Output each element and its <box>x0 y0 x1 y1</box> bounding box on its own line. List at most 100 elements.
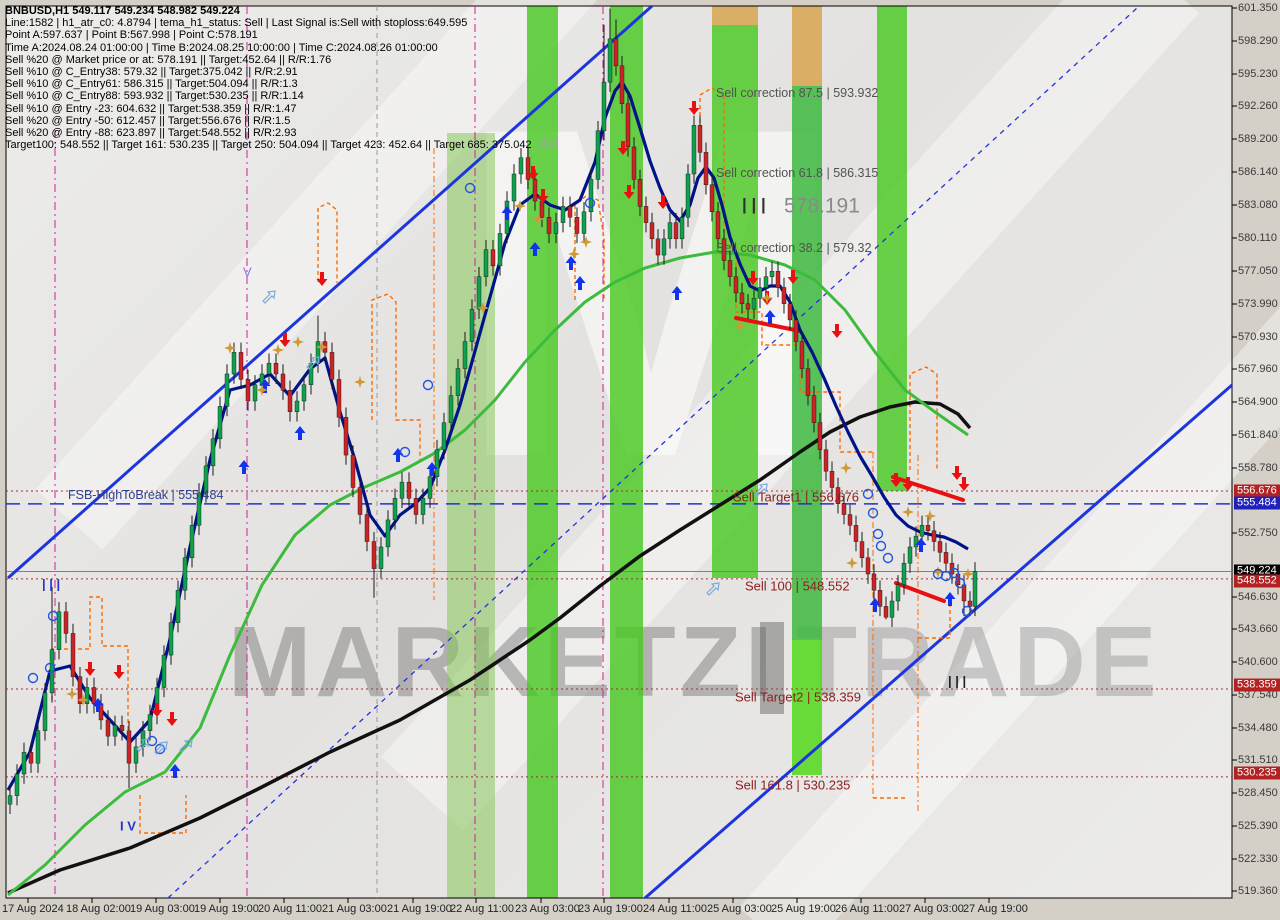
hollow-arrow-icon <box>154 741 168 755</box>
star-marker-icon <box>316 341 328 353</box>
candle-body <box>751 298 757 310</box>
candle-body <box>56 611 62 650</box>
chart-text-marker: | | | <box>42 577 60 592</box>
candle-body <box>835 487 841 504</box>
candle-body <box>84 687 90 704</box>
candle-body <box>126 730 132 764</box>
candle-body <box>685 173 691 218</box>
candle-body <box>217 406 223 440</box>
candle-body <box>907 546 913 564</box>
star-marker-icon <box>932 566 944 578</box>
circle-marker-icon <box>47 610 59 622</box>
candle-body <box>763 276 769 288</box>
sell-arrow-icon <box>747 271 759 285</box>
candle-body <box>811 395 817 423</box>
candle-body <box>567 206 573 218</box>
candle-body <box>871 573 877 591</box>
candle-body <box>895 584 901 602</box>
candle-body <box>631 146 637 180</box>
star-marker-icon <box>761 292 773 304</box>
candle-body <box>161 654 167 688</box>
candle-body <box>823 449 829 472</box>
candle-body <box>709 184 715 213</box>
buy-arrow-icon <box>944 592 956 606</box>
sell-arrow-icon <box>657 195 669 209</box>
buy-arrow-icon <box>92 698 104 712</box>
star-marker-icon <box>846 557 858 569</box>
candle-body <box>829 471 835 488</box>
candle-body <box>805 368 811 396</box>
candle-body <box>518 157 524 175</box>
slow-ma-line <box>7 400 972 895</box>
circle-marker-icon <box>872 528 884 540</box>
candle-body <box>469 308 475 342</box>
buy-arrow-icon <box>565 256 577 270</box>
buy-arrow-icon <box>169 764 181 778</box>
candle-body <box>913 535 919 548</box>
trailing-stop-line <box>909 366 938 470</box>
candle-body <box>601 81 607 131</box>
candle-body <box>560 206 566 223</box>
candle-body <box>865 557 871 575</box>
candle-body <box>427 476 433 499</box>
trailing-stop-line <box>371 293 421 465</box>
candle-body <box>667 222 673 240</box>
candle-body <box>679 217 685 240</box>
candle-body <box>595 130 601 180</box>
chart-text-marker: I V <box>120 819 136 834</box>
hollow-arrow-icon <box>306 356 320 370</box>
candle-body <box>859 541 865 558</box>
signal-segment <box>894 581 946 603</box>
candle-body <box>385 519 391 548</box>
buy-arrow-icon <box>869 598 881 612</box>
candle-body <box>715 211 721 240</box>
candle-body <box>35 730 41 764</box>
candle-body <box>434 449 440 477</box>
candle-body <box>147 714 153 731</box>
candle-body <box>581 211 587 234</box>
sell-arrow-icon <box>113 665 125 679</box>
candle-body <box>883 606 889 618</box>
chart-frame <box>5 5 1233 899</box>
candle-body <box>287 390 293 413</box>
star-marker-icon <box>514 200 526 212</box>
sell-arrow-icon <box>84 662 96 676</box>
candle-body <box>847 514 853 526</box>
candle-body <box>175 590 181 623</box>
candle-body <box>799 341 805 369</box>
candle-body <box>91 687 97 704</box>
star-marker-icon <box>272 344 284 356</box>
candle-body <box>972 571 978 607</box>
candle-body <box>511 173 517 202</box>
candle-body <box>273 362 279 375</box>
chart-text-marker: | | | <box>948 674 966 689</box>
trailing-stop-line <box>699 87 873 453</box>
candle-body <box>745 303 751 310</box>
trend-line <box>7 4 653 580</box>
watermark-text-left: MARKETZI <box>228 606 777 718</box>
candle-body <box>853 525 859 542</box>
candle-body <box>643 206 649 223</box>
sell-arrow-icon <box>890 473 902 487</box>
circle-marker-icon <box>961 605 973 617</box>
candle-body <box>619 65 625 104</box>
session-band <box>527 6 558 898</box>
star-marker-icon <box>568 248 580 260</box>
candle-body <box>607 38 613 83</box>
circle-marker-icon <box>399 446 411 458</box>
trend-line <box>167 7 1138 899</box>
candle-body <box>817 422 823 450</box>
candle-body <box>329 352 335 380</box>
buy-arrow-icon <box>426 462 438 476</box>
candle-body <box>294 400 300 413</box>
sell-arrow-icon <box>623 185 635 199</box>
candle-body <box>210 438 216 467</box>
star-marker-icon <box>734 320 746 332</box>
chart-text-marker: V <box>243 265 252 280</box>
candle-body <box>532 179 538 202</box>
circle-marker-icon <box>44 662 56 674</box>
candle-body <box>392 498 398 521</box>
candle-body <box>413 498 419 515</box>
